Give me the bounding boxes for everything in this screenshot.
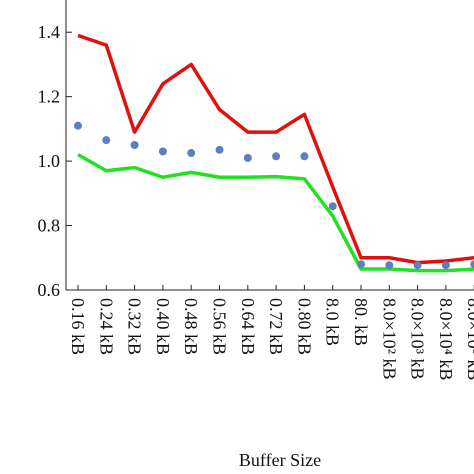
series-dot (385, 261, 394, 270)
x-tick-label: 8.0×10⁴ kB (436, 298, 456, 380)
x-tick-label: 8.0 kB (323, 298, 343, 346)
x-axis-label: Buffer Size (239, 450, 321, 470)
series-dot (243, 153, 252, 162)
x-tick-label: 8.0×10³ kB (408, 298, 428, 380)
series-dot (272, 152, 281, 161)
y-tick-label: 1.0 (38, 151, 61, 171)
series-line (77, 153, 474, 273)
series-dot (74, 121, 82, 130)
series-dot (357, 260, 365, 269)
series-dot (215, 145, 224, 154)
series-dot (413, 261, 422, 270)
series-dot (470, 260, 474, 269)
x-tick-label: 0.80 kB (294, 298, 314, 355)
series-dot (102, 136, 111, 145)
series-dot (441, 261, 450, 270)
x-tick-label: 0.32 kB (125, 298, 145, 355)
x-tick-label: 8.0×10² kB (379, 298, 399, 380)
x-tick-label: 0.24 kB (96, 298, 116, 355)
y-tick-label: 1.4 (38, 22, 61, 42)
x-tick-label: 0.48 kB (181, 298, 201, 355)
x-tick-label: 0.56 kB (210, 298, 230, 355)
y-tick-label: 0.6 (38, 280, 61, 300)
y-tick-label: 1.2 (38, 87, 61, 107)
series-dot (300, 152, 309, 161)
series-dot (187, 149, 196, 158)
x-tick-label: 0.72 kB (266, 298, 286, 355)
series-line (77, 33, 474, 265)
x-tick-label: 8.0×10⁵ kB (464, 298, 474, 380)
x-tick-label: 0.64 kB (238, 298, 258, 355)
series-dot (328, 202, 337, 211)
x-tick-label: 0.16 kB (68, 298, 88, 355)
y-tick-label: 0.8 (38, 216, 61, 236)
x-tick-label: 0.40 kB (153, 298, 173, 355)
series-dot (130, 141, 139, 149)
series-dot (158, 147, 167, 156)
x-tick-label: 80. kB (351, 298, 371, 346)
